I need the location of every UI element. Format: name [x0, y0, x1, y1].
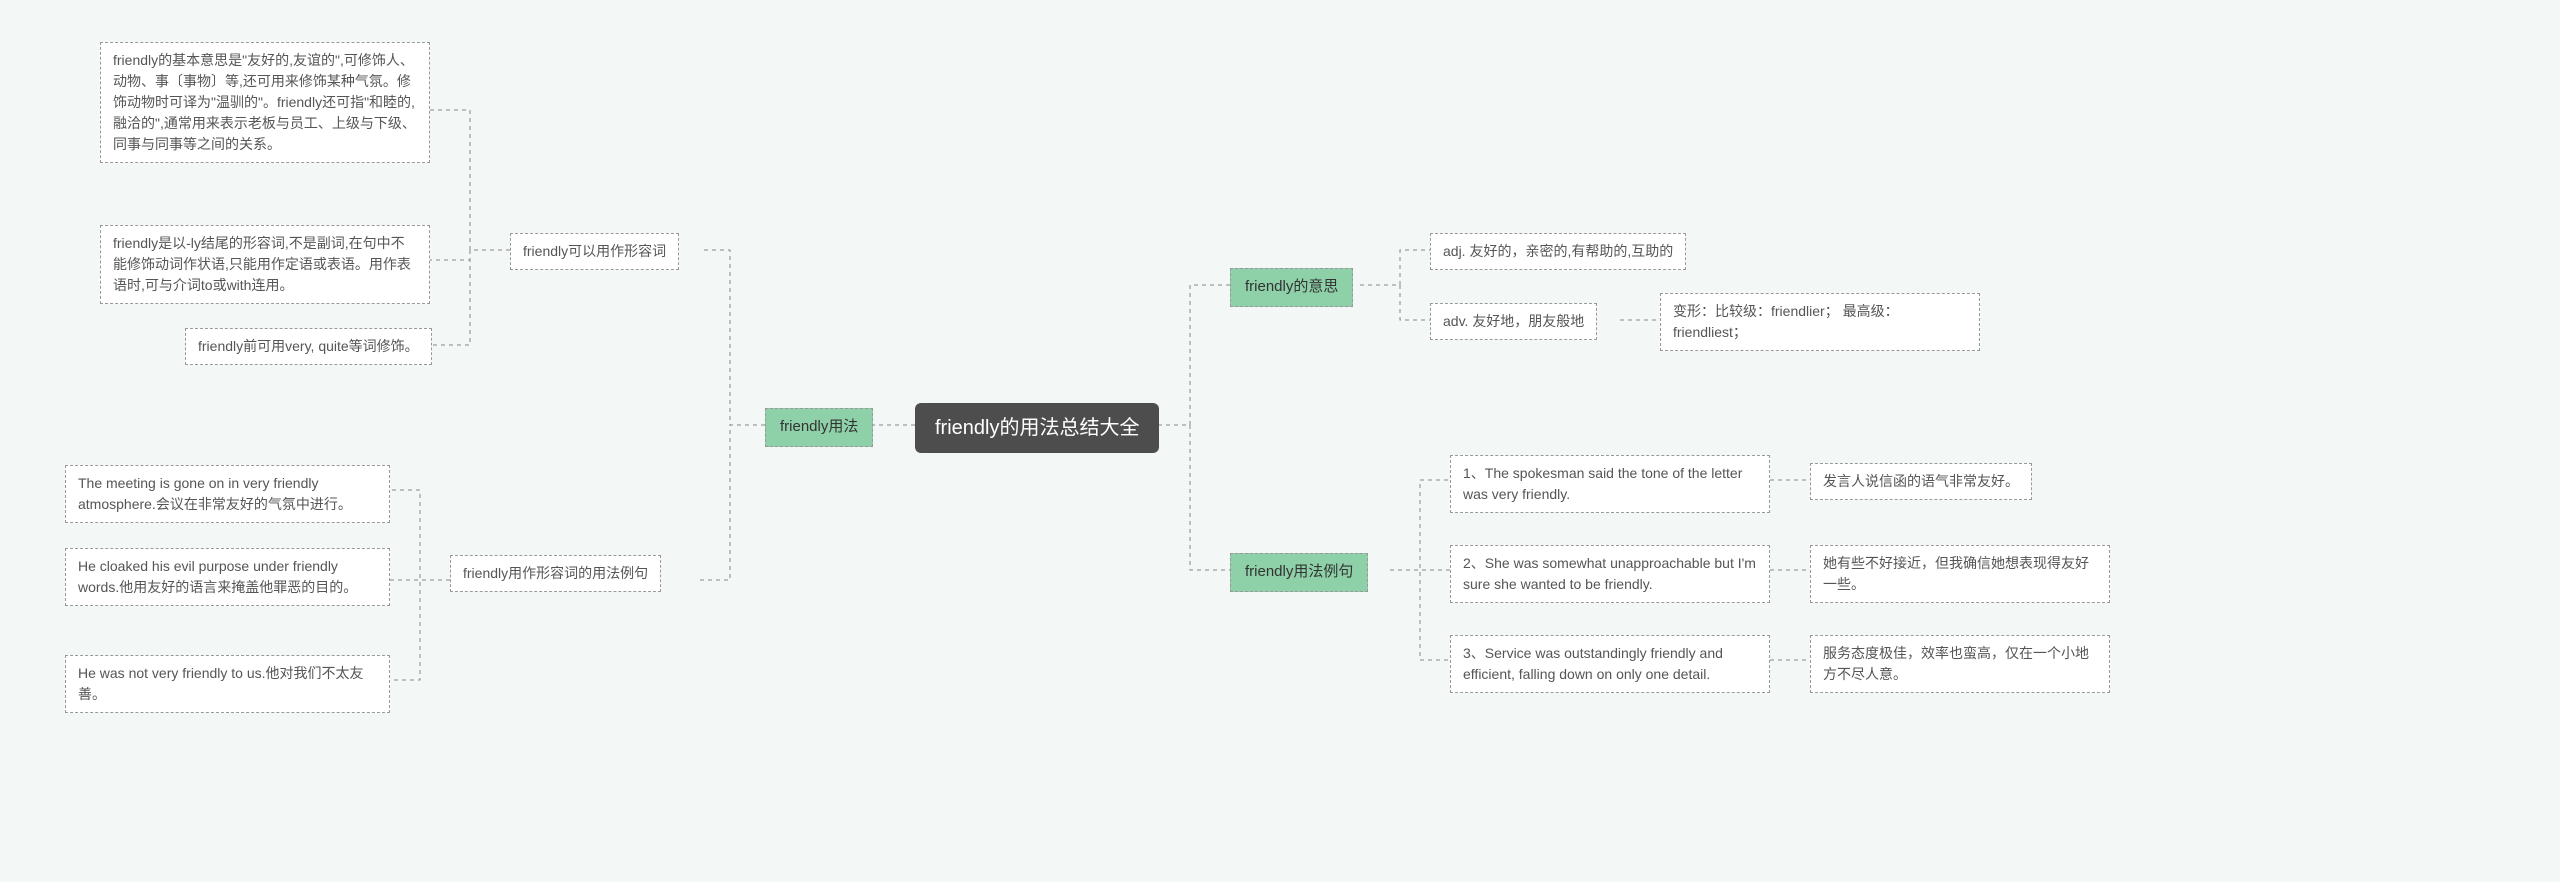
leaf-s1-label: The meeting is gone on in very friendly …	[78, 475, 352, 512]
leaf-c1-label: friendly的基本意思是"友好的,友谊的",可修饰人、动物、事〔事物〕等,还…	[113, 52, 416, 152]
leaf-r2-en: 2、She was somewhat unapproachable but I'…	[1450, 545, 1770, 603]
leaf-r1-en: 1、The spokesman said the tone of the let…	[1450, 455, 1770, 513]
branch-examples-label: friendly用法例句	[1245, 563, 1353, 580]
leaf-s1: The meeting is gone on in very friendly …	[65, 465, 390, 523]
leaf-sentence-label: friendly用作形容词的用法例句	[463, 565, 648, 581]
leaf-s2: He cloaked his evil purpose under friend…	[65, 548, 390, 606]
root-label: friendly的用法总结大全	[935, 417, 1139, 439]
leaf-c2: friendly是以-ly结尾的形容词,不是副词,在句中不能修饰动词作状语,只能…	[100, 225, 430, 304]
leaf-c2-label: friendly是以-ly结尾的形容词,不是副词,在句中不能修饰动词作状语,只能…	[113, 235, 411, 293]
leaf-adj-label: adj. 友好的，亲密的,有帮助的,互助的	[1443, 243, 1673, 259]
leaf-r3-zh-label: 服务态度极佳，效率也蛮高，仅在一个小地方不尽人意。	[1823, 645, 2089, 682]
branch-examples: friendly用法例句	[1230, 553, 1368, 592]
leaf-r2-zh: 她有些不好接近，但我确信她想表现得友好一些。	[1810, 545, 2110, 603]
leaf-r2-zh-label: 她有些不好接近，但我确信她想表现得友好一些。	[1823, 555, 2089, 592]
branch-usage-label: friendly用法	[780, 418, 858, 435]
leaf-s3: He was not very friendly to us.他对我们不太友善。	[65, 655, 390, 713]
leaf-r3-en-label: 3、Service was outstandingly friendly and…	[1463, 645, 1723, 682]
leaf-adv-sub-label: 变形：比较级：friendlier； 最高级：friendliest；	[1673, 303, 1899, 340]
leaf-sentence: friendly用作形容词的用法例句	[450, 555, 661, 592]
leaf-r3-zh: 服务态度极佳，效率也蛮高，仅在一个小地方不尽人意。	[1810, 635, 2110, 693]
branch-meaning: friendly的意思	[1230, 268, 1353, 307]
leaf-adjective-label: friendly可以用作形容词	[523, 243, 666, 259]
leaf-c3-label: friendly前可用very, quite等词修饰。	[198, 338, 419, 354]
leaf-r1-zh: 发言人说信函的语气非常友好。	[1810, 463, 2032, 500]
leaf-s3-label: He was not very friendly to us.他对我们不太友善。	[78, 665, 364, 702]
leaf-c3: friendly前可用very, quite等词修饰。	[185, 328, 432, 365]
branch-meaning-label: friendly的意思	[1245, 278, 1338, 295]
leaf-adjective: friendly可以用作形容词	[510, 233, 679, 270]
leaf-r1-zh-label: 发言人说信函的语气非常友好。	[1823, 473, 2019, 489]
leaf-adv-sub: 变形：比较级：friendlier； 最高级：friendliest；	[1660, 293, 1980, 351]
leaf-r1-en-label: 1、The spokesman said the tone of the let…	[1463, 465, 1742, 502]
leaf-adj: adj. 友好的，亲密的,有帮助的,互助的	[1430, 233, 1686, 270]
leaf-s2-label: He cloaked his evil purpose under friend…	[78, 558, 357, 595]
leaf-c1: friendly的基本意思是"友好的,友谊的",可修饰人、动物、事〔事物〕等,还…	[100, 42, 430, 163]
leaf-r3-en: 3、Service was outstandingly friendly and…	[1450, 635, 1770, 693]
branch-usage: friendly用法	[765, 408, 873, 447]
root-node: friendly的用法总结大全	[915, 403, 1159, 453]
leaf-adv-label: adv. 友好地，朋友般地	[1443, 313, 1584, 329]
leaf-adv: adv. 友好地，朋友般地	[1430, 303, 1597, 340]
leaf-r2-en-label: 2、She was somewhat unapproachable but I'…	[1463, 555, 1756, 592]
